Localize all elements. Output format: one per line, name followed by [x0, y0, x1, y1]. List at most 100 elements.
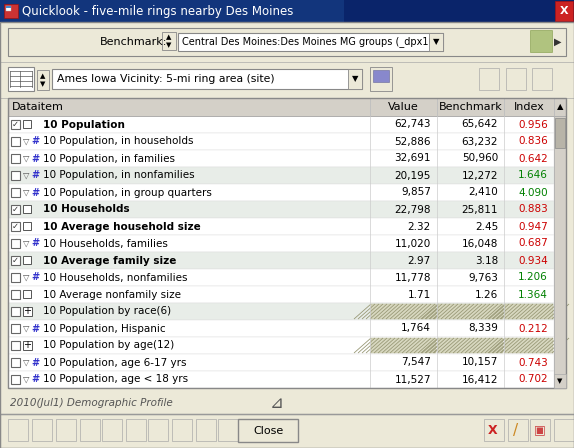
Bar — [32, 419, 52, 441]
Bar — [23, 290, 31, 298]
Text: ▽: ▽ — [23, 154, 29, 163]
Bar — [555, 1, 573, 21]
Bar — [0, 0, 344, 22]
Text: 1.26: 1.26 — [475, 289, 498, 300]
Text: 0.642: 0.642 — [518, 154, 548, 164]
Bar — [0, 62, 574, 98]
Text: 22,798: 22,798 — [394, 204, 431, 215]
Text: Dataitem: Dataitem — [12, 102, 64, 112]
Text: 11,527: 11,527 — [394, 375, 431, 384]
Bar — [126, 419, 146, 441]
Text: ▽: ▽ — [23, 358, 29, 367]
Text: #: # — [31, 375, 39, 384]
Text: ▲: ▲ — [557, 103, 563, 112]
Bar — [23, 307, 32, 316]
Bar — [196, 419, 216, 441]
Text: 0.836: 0.836 — [518, 137, 548, 146]
Text: 2010(Jul1) Demographic Profile: 2010(Jul1) Demographic Profile — [10, 398, 173, 408]
Bar — [8, 150, 554, 167]
Text: 9,857: 9,857 — [401, 188, 431, 198]
Text: 0.702: 0.702 — [518, 375, 548, 384]
Text: X: X — [488, 423, 498, 436]
Bar — [11, 120, 20, 129]
Bar — [8, 167, 554, 184]
Bar — [218, 419, 238, 441]
Bar — [11, 188, 20, 197]
Text: 2,410: 2,410 — [468, 188, 498, 198]
Bar — [102, 419, 122, 441]
Text: 10 Households, nonfamilies: 10 Households, nonfamilies — [43, 272, 188, 283]
Text: #: # — [31, 188, 39, 198]
Bar — [8, 184, 554, 201]
Bar — [11, 307, 20, 316]
Bar — [8, 371, 554, 388]
Text: ▼: ▼ — [433, 38, 439, 47]
Bar — [373, 70, 389, 82]
Bar — [23, 257, 31, 264]
Text: 10 Population, age < 18 yrs: 10 Population, age < 18 yrs — [43, 375, 188, 384]
Text: 65,642: 65,642 — [461, 120, 498, 129]
Bar — [8, 337, 554, 354]
Bar — [11, 256, 20, 265]
Text: 1.646: 1.646 — [518, 171, 548, 181]
Bar — [162, 32, 176, 50]
Bar — [8, 235, 554, 252]
Bar — [0, 414, 574, 448]
Bar — [52, 69, 362, 89]
Bar — [56, 419, 76, 441]
Text: 8,339: 8,339 — [468, 323, 498, 333]
Text: #: # — [31, 238, 39, 249]
Text: 10 Population, in households: 10 Population, in households — [43, 137, 193, 146]
Text: ▶: ▶ — [554, 37, 561, 47]
Bar — [11, 375, 20, 384]
Text: 20,195: 20,195 — [395, 171, 431, 181]
Bar — [8, 28, 566, 56]
Text: 10 Population by age(12): 10 Population by age(12) — [43, 340, 174, 350]
Text: 16,412: 16,412 — [461, 375, 498, 384]
Bar — [0, 22, 574, 62]
Text: /: / — [513, 422, 518, 438]
Bar — [371, 338, 436, 353]
Text: ▼: ▼ — [352, 74, 358, 83]
Text: 9,763: 9,763 — [468, 272, 498, 283]
Text: 7,547: 7,547 — [401, 358, 431, 367]
Text: 1.364: 1.364 — [518, 289, 548, 300]
Text: 10 Population by race(6): 10 Population by race(6) — [43, 306, 171, 316]
Text: 32,691: 32,691 — [394, 154, 431, 164]
Text: ▽: ▽ — [23, 239, 29, 248]
Text: 52,886: 52,886 — [394, 137, 431, 146]
Text: 10 Population, age 6-17 yrs: 10 Population, age 6-17 yrs — [43, 358, 187, 367]
Text: ▽: ▽ — [23, 137, 29, 146]
Bar — [8, 218, 554, 235]
Text: ▽: ▽ — [23, 171, 29, 180]
Text: ▼: ▼ — [557, 378, 563, 384]
Bar — [508, 419, 528, 441]
Text: 10 Population, Hispanic: 10 Population, Hispanic — [43, 323, 166, 333]
Bar — [530, 419, 550, 441]
Bar — [23, 206, 31, 214]
Text: Ames Iowa Vicinity: 5-mi ring area (site): Ames Iowa Vicinity: 5-mi ring area (site… — [57, 74, 274, 84]
Text: 1.71: 1.71 — [408, 289, 431, 300]
Text: ▲: ▲ — [166, 34, 172, 40]
Bar — [554, 374, 566, 388]
Bar — [4, 4, 18, 18]
Text: Central Des Moines:Des Moines MG groups (_dpx10): Central Des Moines:Des Moines MG groups … — [182, 37, 439, 47]
Text: Index: Index — [514, 102, 544, 112]
Bar — [8, 320, 554, 337]
Text: 2.32: 2.32 — [408, 221, 431, 232]
Bar — [148, 419, 168, 441]
Text: ▽: ▽ — [23, 324, 29, 333]
Bar — [11, 205, 20, 214]
Bar — [555, 118, 565, 148]
Text: ▽: ▽ — [23, 375, 29, 384]
Text: 63,232: 63,232 — [461, 137, 498, 146]
Bar — [344, 0, 574, 22]
Text: ▼: ▼ — [40, 81, 46, 87]
Bar — [479, 68, 499, 90]
Bar — [172, 419, 192, 441]
Text: ✓: ✓ — [12, 256, 19, 265]
Text: 10 Households: 10 Households — [43, 204, 130, 215]
Bar — [8, 67, 34, 91]
Bar — [8, 116, 554, 133]
Text: Benchmark:: Benchmark: — [100, 37, 168, 47]
